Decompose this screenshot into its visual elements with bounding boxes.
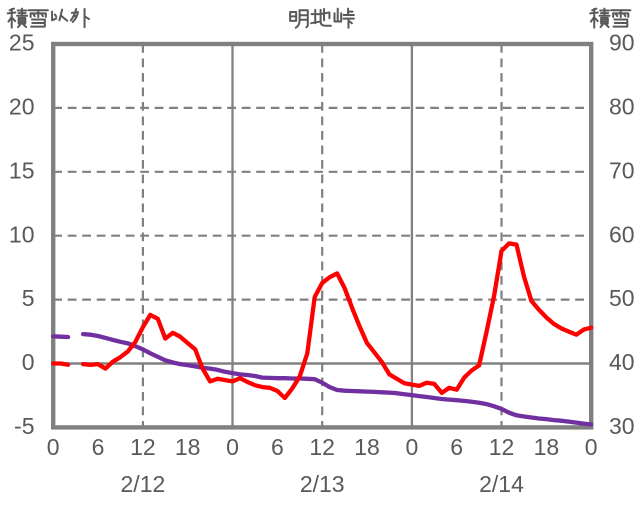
svg-text:15: 15 [9,157,35,183]
svg-text:0: 0 [226,434,239,460]
svg-text:80: 80 [609,94,635,120]
svg-text:50: 50 [609,285,635,311]
svg-text:6: 6 [450,434,463,460]
svg-text:-5: -5 [14,413,34,439]
svg-text:18: 18 [534,434,560,460]
svg-text:10: 10 [9,221,35,247]
svg-text:25: 25 [9,30,35,56]
svg-text:5: 5 [22,285,35,311]
svg-text:6: 6 [271,434,284,460]
svg-text:12: 12 [309,434,335,460]
svg-text:90: 90 [609,30,635,56]
svg-text:40: 40 [609,349,635,375]
svg-text:2/14: 2/14 [479,471,524,497]
svg-text:0: 0 [22,349,35,375]
svg-text:0: 0 [585,434,598,460]
svg-text:60: 60 [609,221,635,247]
svg-text:2/12: 2/12 [121,471,166,497]
svg-text:20: 20 [9,94,35,120]
svg-text:12: 12 [489,434,515,460]
svg-text:70: 70 [609,157,635,183]
svg-text:2/13: 2/13 [300,471,345,497]
svg-text:12: 12 [130,434,156,460]
svg-text:6: 6 [92,434,105,460]
svg-text:18: 18 [354,434,380,460]
svg-text:18: 18 [175,434,201,460]
svg-text:0: 0 [47,434,60,460]
svg-text:30: 30 [609,413,635,439]
svg-text:0: 0 [406,434,419,460]
